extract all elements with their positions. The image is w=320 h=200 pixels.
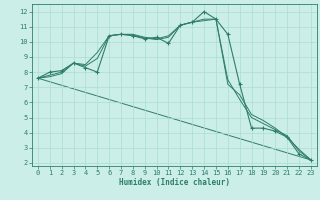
X-axis label: Humidex (Indice chaleur): Humidex (Indice chaleur) [119, 178, 230, 187]
